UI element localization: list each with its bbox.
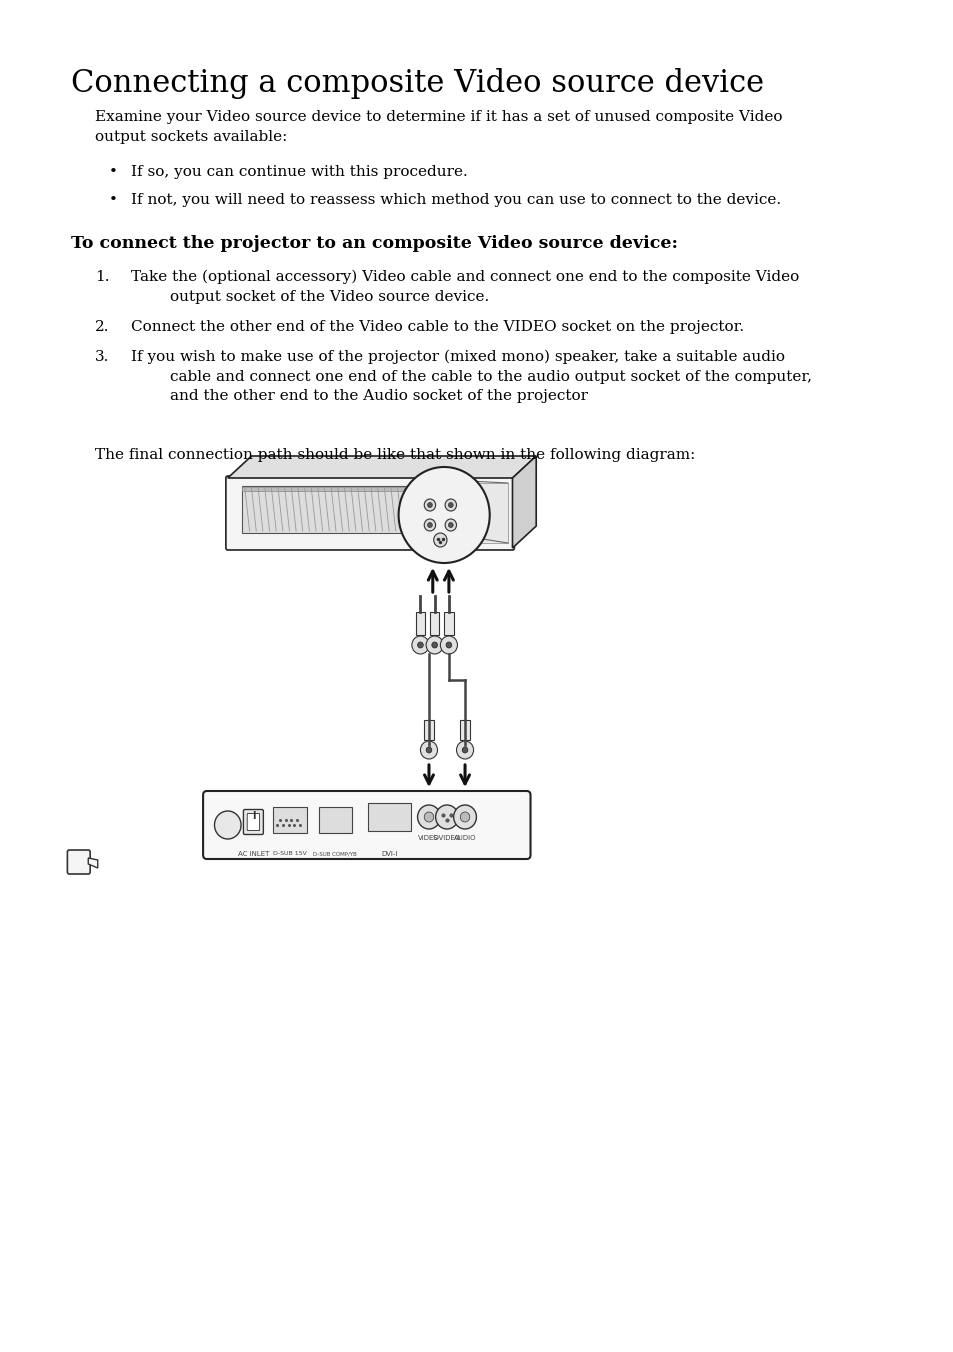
Circle shape <box>434 533 447 548</box>
Circle shape <box>448 503 453 507</box>
Text: If not, you will need to reassess which method you can use to connect to the dev: If not, you will need to reassess which … <box>131 193 781 207</box>
Circle shape <box>440 635 457 654</box>
Circle shape <box>445 499 456 511</box>
Circle shape <box>454 804 476 829</box>
Text: The final connection path should be like that shown in the following diagram:: The final connection path should be like… <box>94 448 695 462</box>
Polygon shape <box>228 456 536 479</box>
Polygon shape <box>512 456 536 548</box>
Circle shape <box>427 522 432 527</box>
Circle shape <box>448 522 453 527</box>
Text: •: • <box>109 193 118 207</box>
Text: If you wish to make use of the projector (mixed mono) speaker, take a suitable a: If you wish to make use of the projector… <box>131 350 811 403</box>
Bar <box>368 803 411 831</box>
Circle shape <box>424 519 436 531</box>
Text: AC INLET: AC INLET <box>237 850 269 857</box>
Bar <box>242 485 427 533</box>
Bar <box>459 721 469 740</box>
FancyBboxPatch shape <box>203 791 530 859</box>
Polygon shape <box>89 859 97 868</box>
Circle shape <box>459 813 469 822</box>
Circle shape <box>412 635 429 654</box>
FancyBboxPatch shape <box>226 476 514 550</box>
Bar <box>416 612 425 635</box>
Text: D-SUB COMP/YB: D-SUB COMP/YB <box>313 850 356 856</box>
Bar <box>318 807 352 833</box>
Circle shape <box>424 813 434 822</box>
Circle shape <box>426 748 432 753</box>
Circle shape <box>417 642 423 648</box>
Circle shape <box>427 503 432 507</box>
Text: S-VIDEO: S-VIDEO <box>433 836 460 841</box>
FancyBboxPatch shape <box>247 814 259 830</box>
Bar <box>274 807 306 833</box>
Text: Connect the other end of the Video cable to the VIDEO socket on the projector.: Connect the other end of the Video cable… <box>131 320 743 334</box>
Bar <box>430 612 439 635</box>
Circle shape <box>436 804 457 829</box>
Text: AUDIO: AUDIO <box>454 836 476 841</box>
Text: I: I <box>252 811 254 821</box>
Circle shape <box>426 635 443 654</box>
Text: To connect the projector to an composite Video source device:: To connect the projector to an composite… <box>71 235 678 251</box>
Bar <box>444 612 454 635</box>
Circle shape <box>445 519 456 531</box>
Circle shape <box>461 748 467 753</box>
Circle shape <box>424 499 436 511</box>
Circle shape <box>456 741 473 758</box>
Text: 1.: 1. <box>94 270 110 284</box>
Text: •: • <box>109 165 118 178</box>
Circle shape <box>432 642 437 648</box>
Text: If so, you can continue with this procedure.: If so, you can continue with this proced… <box>131 165 467 178</box>
Circle shape <box>420 741 437 758</box>
Text: DVI-I: DVI-I <box>380 850 396 857</box>
Text: D-SUB 15V: D-SUB 15V <box>273 850 306 856</box>
Circle shape <box>417 804 440 829</box>
FancyBboxPatch shape <box>68 850 91 873</box>
Bar <box>242 487 427 491</box>
Text: VIDEO: VIDEO <box>417 836 439 841</box>
Bar <box>432 483 507 544</box>
Text: 3.: 3. <box>94 350 110 364</box>
Text: Take the (optional accessory) Video cable and connect one end to the composite V: Take the (optional accessory) Video cabl… <box>131 270 799 304</box>
Text: 2.: 2. <box>94 320 110 334</box>
Circle shape <box>398 466 489 562</box>
Circle shape <box>446 642 452 648</box>
Text: Examine your Video source device to determine if it has a set of unused composit: Examine your Video source device to dete… <box>94 110 781 143</box>
Text: Connecting a composite Video source device: Connecting a composite Video source devi… <box>71 68 763 99</box>
FancyBboxPatch shape <box>243 810 263 834</box>
Bar <box>424 721 434 740</box>
Circle shape <box>214 811 241 840</box>
